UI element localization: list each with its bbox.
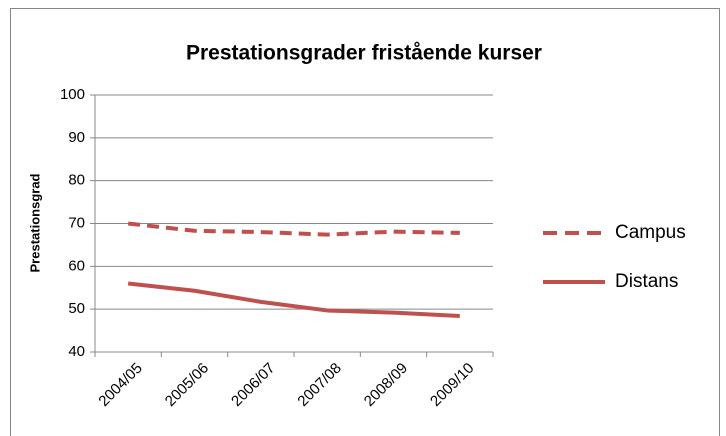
- y-tick-label: 60: [68, 257, 85, 274]
- x-tick-label: 2004/05: [95, 360, 145, 410]
- chart-border: [10, 8, 720, 436]
- y-tick-label: 80: [68, 172, 85, 189]
- y-tick-label: 90: [68, 129, 85, 146]
- x-tick-label: 2009/10: [427, 360, 477, 410]
- y-axis-label: Prestationsgrad: [27, 173, 42, 272]
- x-tick-label: 2005/06: [162, 360, 212, 410]
- y-tick-label: 40: [68, 343, 85, 360]
- series-line: [127, 221, 460, 237]
- x-tick-label: 2007/08: [294, 360, 344, 410]
- chart-title: Prestationsgrader fristående kurser: [186, 42, 542, 65]
- legend-label: Campus: [615, 222, 686, 243]
- y-tick-label: 100: [60, 86, 85, 103]
- y-tick-label: 70: [68, 214, 85, 231]
- series-line: [127, 281, 460, 319]
- x-tick-label: 2008/09: [361, 360, 411, 410]
- legend-label: Distans: [615, 271, 678, 292]
- x-tick-label: 2006/07: [228, 360, 278, 410]
- y-tick-label: 50: [68, 300, 85, 317]
